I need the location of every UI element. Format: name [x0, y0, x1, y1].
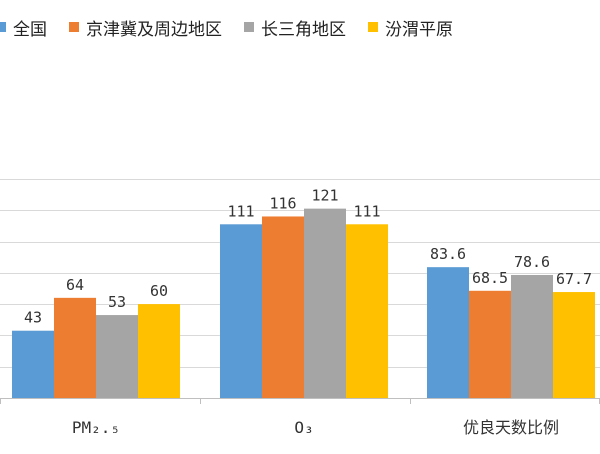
data-label: 116 [269, 194, 296, 212]
legend-label: 汾渭平原 [385, 19, 453, 40]
data-label: 64 [66, 276, 84, 294]
bar [511, 274, 553, 398]
legend-item: 汾渭平原 [368, 15, 453, 40]
data-label: 111 [353, 202, 380, 220]
legend-swatch [69, 22, 79, 32]
bar [427, 267, 469, 398]
legend: 全国 京津冀及周边地区 长三角地区 汾渭平原 [0, 14, 475, 40]
legend-swatch [368, 22, 378, 32]
legend-label: 长三角地区 [261, 19, 346, 40]
data-label: 78.6 [514, 253, 550, 271]
data-label: 60 [150, 282, 168, 300]
legend-label: 京津冀及周边地区 [86, 19, 222, 40]
bar [96, 315, 138, 398]
bar [304, 208, 346, 398]
data-label: 111 [227, 202, 254, 220]
bar [12, 330, 54, 398]
x-tick-label: 优良天数比例 [463, 418, 559, 437]
data-label: 68.5 [472, 269, 508, 287]
legend-label: 全国 [13, 19, 47, 40]
bar [262, 216, 304, 398]
bar [220, 224, 262, 398]
data-label: 53 [108, 293, 126, 311]
data-label: 83.6 [430, 245, 466, 263]
data-label: 43 [24, 309, 42, 327]
bar [138, 304, 180, 398]
legend-swatch [244, 22, 254, 32]
data-label: 121 [311, 187, 338, 205]
legend-item: 京津冀及周边地区 [69, 15, 222, 40]
bar [346, 224, 388, 398]
x-tick-label: PM₂.₅ [72, 418, 120, 437]
bar [553, 292, 595, 398]
legend-item: 长三角地区 [244, 15, 346, 40]
legend-swatch [0, 22, 6, 32]
legend-item: 全国 [0, 15, 47, 40]
data-label: 67.7 [556, 270, 592, 288]
bar [54, 297, 96, 398]
bar [469, 290, 511, 398]
x-tick-label: O₃ [294, 418, 313, 437]
